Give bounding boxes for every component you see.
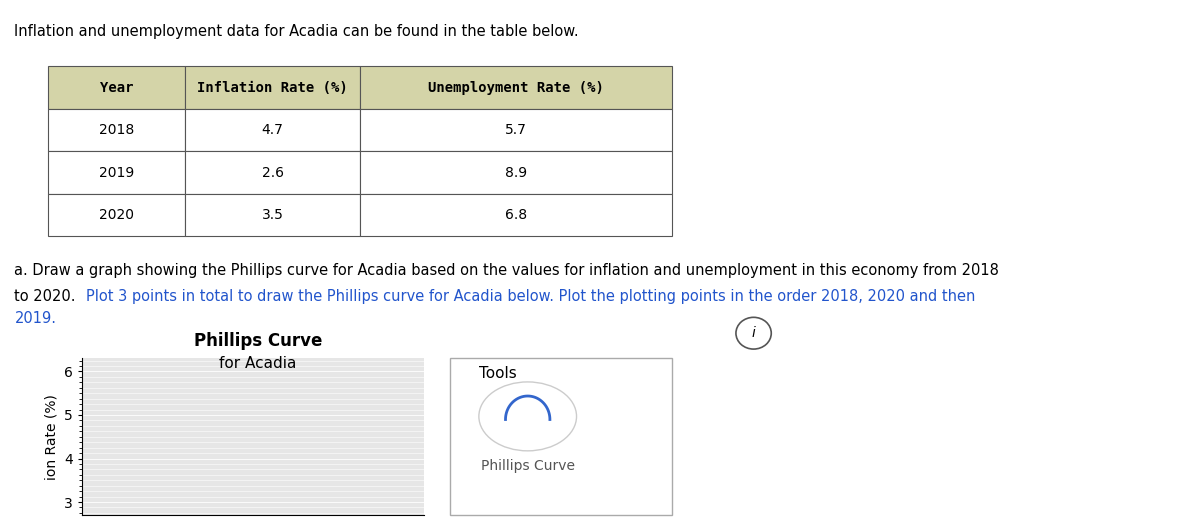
Text: Year: Year — [100, 81, 133, 95]
Text: 3.5: 3.5 — [262, 208, 283, 222]
Text: Phillips Curve: Phillips Curve — [194, 332, 322, 350]
Bar — [185, 194, 360, 236]
Bar — [48, 151, 185, 194]
Bar — [185, 109, 360, 151]
Bar — [360, 66, 672, 109]
Bar — [48, 109, 185, 151]
Bar — [185, 151, 360, 194]
Bar — [360, 194, 672, 236]
Bar — [48, 194, 185, 236]
Text: Inflation and unemployment data for Acadia can be found in the table below.: Inflation and unemployment data for Acad… — [14, 24, 580, 39]
Text: to 2020.: to 2020. — [14, 289, 80, 304]
Y-axis label: ion Rate (%): ion Rate (%) — [44, 394, 58, 479]
Text: 2.6: 2.6 — [262, 166, 283, 179]
Text: Unemployment Rate (%): Unemployment Rate (%) — [428, 81, 604, 95]
Text: 2018: 2018 — [100, 123, 134, 137]
Text: 2020: 2020 — [100, 208, 134, 222]
Bar — [185, 66, 360, 109]
Bar — [360, 109, 672, 151]
Bar — [48, 66, 185, 109]
Text: for Acadia: for Acadia — [220, 356, 296, 371]
Text: 5.7: 5.7 — [505, 123, 527, 137]
Text: i: i — [751, 326, 756, 340]
Text: 2019.: 2019. — [14, 311, 56, 326]
Text: a. Draw a graph showing the Phillips curve for Acadia based on the values for in: a. Draw a graph showing the Phillips cur… — [14, 263, 1000, 278]
Text: Phillips Curve: Phillips Curve — [481, 459, 575, 473]
Text: Tools: Tools — [479, 366, 517, 381]
Text: Plot 3 points in total to draw the Phillips curve for Acadia below. Plot the plo: Plot 3 points in total to draw the Phill… — [86, 289, 976, 304]
Text: 6.8: 6.8 — [505, 208, 527, 222]
Text: 4.7: 4.7 — [262, 123, 283, 137]
Text: 2019: 2019 — [100, 166, 134, 179]
Text: Inflation Rate (%): Inflation Rate (%) — [197, 81, 348, 95]
Bar — [360, 151, 672, 194]
Text: 8.9: 8.9 — [505, 166, 527, 179]
